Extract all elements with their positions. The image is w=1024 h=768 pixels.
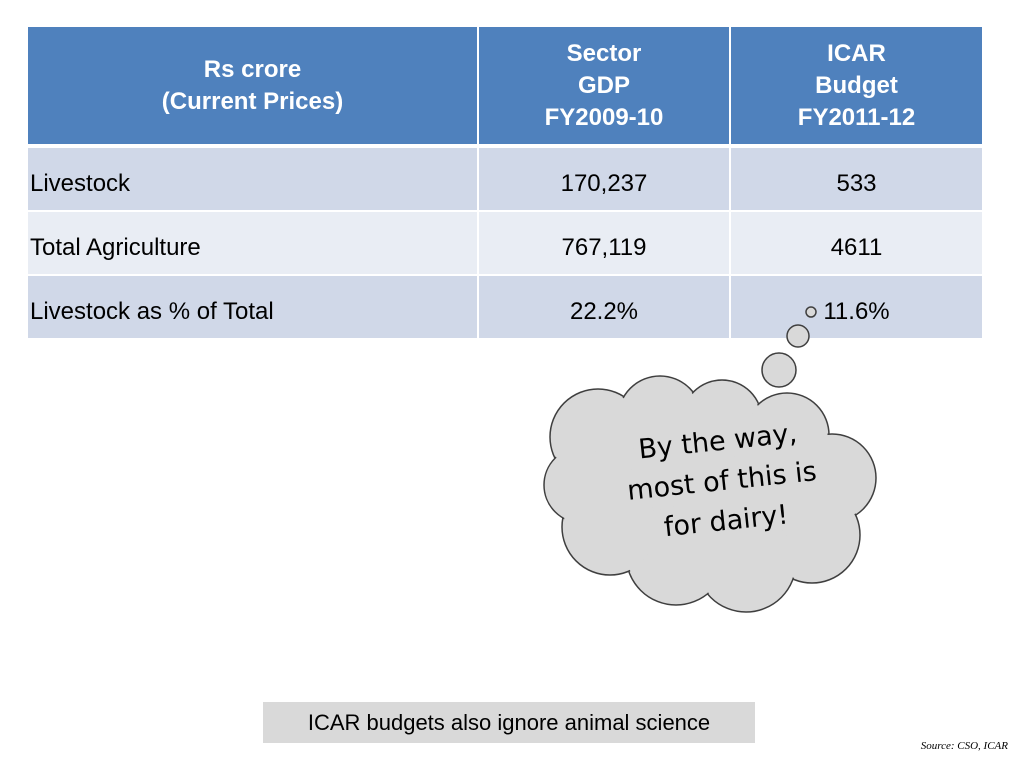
row-label: Livestock as % of Total (26, 274, 479, 340)
header-text: (Current Prices) (161, 87, 344, 115)
thought-trail-dot (761, 352, 797, 388)
header-cell-rs-crore: Rs crore (Current Prices) (26, 25, 479, 148)
header-text: FY2009-10 (544, 103, 664, 131)
data-table: Rs crore (Current Prices) Sector GDP FY2… (26, 25, 984, 340)
header-cell-icar-budget: ICAR Budget FY2011-12 (729, 25, 984, 148)
header-text: Sector (566, 39, 642, 67)
icar-budget-value: 11.6% (729, 274, 984, 340)
header-text: GDP (577, 71, 630, 99)
icar-budget-value: 4611 (729, 210, 984, 276)
header-text: Budget (815, 71, 898, 99)
table-row: Livestock 170,237 533 (26, 145, 984, 212)
table-row: Total Agriculture 767,119 4611 (26, 210, 984, 276)
thought-trail-dot (805, 306, 817, 318)
row-label: Livestock (26, 145, 479, 212)
header-cell-sector-gdp: Sector GDP FY2009-10 (477, 25, 731, 148)
sector-gdp-value: 767,119 (477, 210, 731, 276)
icar-budget-value: 533 (729, 145, 984, 212)
sector-gdp-value: 170,237 (477, 145, 731, 212)
row-label: Total Agriculture (26, 210, 479, 276)
sector-gdp-value: 22.2% (477, 274, 731, 340)
table-row: Livestock as % of Total 22.2% 11.6% (26, 274, 984, 340)
note-box: ICAR budgets also ignore animal science (263, 702, 755, 743)
source-note: Source: CSO, ICAR (920, 740, 1008, 752)
header-text: Rs crore (203, 55, 302, 83)
header-text: FY2011-12 (797, 103, 916, 131)
thought-trail-dot (786, 324, 810, 348)
header-row: Rs crore (Current Prices) Sector GDP FY2… (26, 25, 984, 148)
header-text: ICAR (827, 39, 886, 67)
